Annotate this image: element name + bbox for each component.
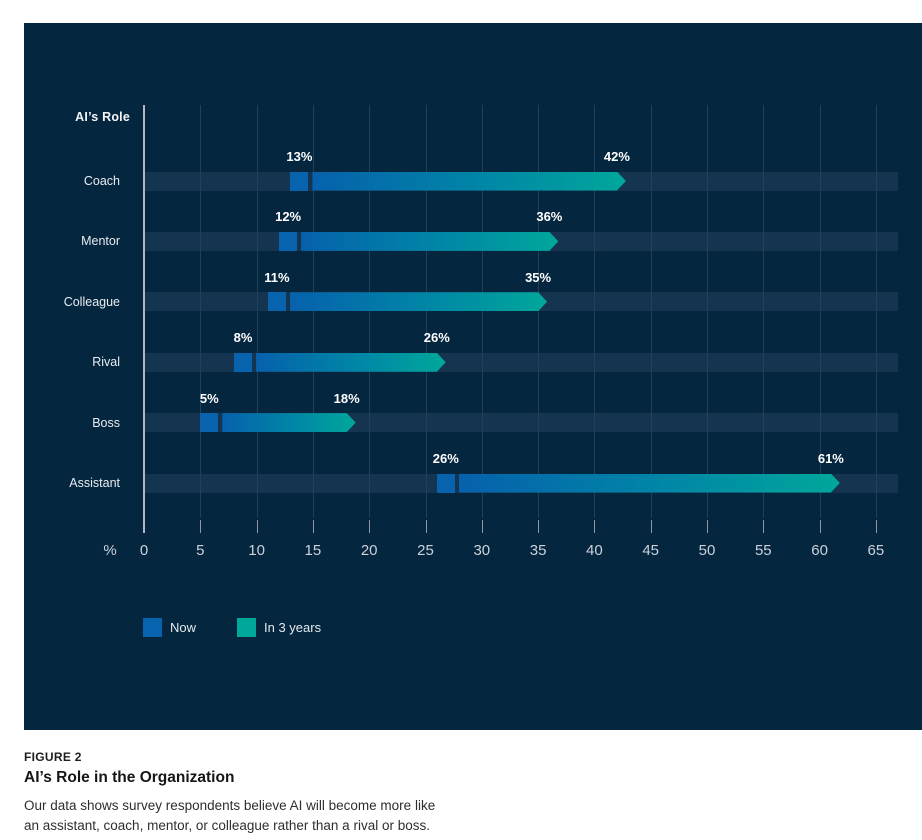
now-value-label: 8%	[233, 330, 253, 346]
future-bar	[459, 474, 840, 493]
caption-line-2: an assistant, coach, mentor, or colleagu…	[24, 818, 430, 833]
now-value-label: 12%	[275, 209, 302, 225]
gridline	[763, 105, 765, 518]
future-bar	[312, 172, 626, 191]
future-value-label: 18%	[333, 390, 360, 406]
y-axis-title: AI’s Role	[75, 110, 130, 124]
x-tick-mark	[312, 520, 314, 533]
now-marker	[234, 352, 253, 372]
gridline	[312, 105, 314, 518]
chart-panel: AI’s Role 0 5 10 15 20 25 30 35 40 45 50 55 60 65% Coa…	[24, 23, 922, 730]
x-tick-label: 0	[139, 542, 149, 559]
x-tick-mark	[875, 520, 877, 533]
gridline	[594, 105, 596, 518]
x-tick-mark	[763, 520, 765, 533]
x-tick-mark	[369, 520, 371, 533]
future-value-label: 26%	[423, 330, 450, 346]
x-tick-label: 40	[586, 542, 603, 559]
gridline	[200, 105, 202, 518]
x-tick-label: 5	[196, 542, 205, 559]
gridline	[819, 105, 821, 518]
x-tick-label: 50	[698, 542, 716, 559]
gridline	[707, 105, 708, 518]
now-marker	[436, 473, 455, 493]
x-tick-label: 10	[248, 542, 265, 559]
now-value-label: 5%	[199, 390, 219, 406]
caption-line-1: Our data shows survey respondents believ…	[24, 798, 436, 813]
gridline	[425, 105, 427, 518]
now-marker	[267, 292, 286, 312]
future-value-label: 36%	[536, 209, 563, 225]
future-value-label: 35%	[525, 269, 552, 285]
category-label: Coach	[83, 174, 120, 188]
gridline	[538, 105, 540, 518]
x-tick-label: 20	[360, 542, 378, 559]
now-value-label: 26%	[432, 451, 459, 466]
future-bar	[256, 353, 446, 372]
category-label: Colleague	[63, 294, 120, 309]
x-tick-label: 35	[529, 542, 547, 559]
now-value-label: 13%	[286, 149, 313, 164]
gridline	[256, 105, 258, 518]
x-tick-label: 30	[473, 542, 491, 559]
now-marker	[200, 413, 219, 433]
category-label: Boss	[92, 415, 120, 430]
x-tick-mark	[650, 520, 652, 533]
x-tick-label: 25	[417, 542, 434, 559]
gridline	[875, 105, 877, 518]
x-tick-mark	[481, 520, 483, 533]
future-value-label: 61%	[817, 451, 844, 466]
future-bar	[222, 413, 355, 432]
x-tick-mark	[200, 520, 202, 533]
future-value-label: 42%	[603, 149, 630, 164]
x-tick-mark	[425, 520, 427, 533]
future-bar	[290, 292, 547, 311]
now-value-label: 11%	[264, 269, 290, 285]
now-marker	[290, 171, 309, 191]
x-tick-mark	[256, 520, 258, 533]
category-label: Rival	[92, 355, 120, 370]
figure-description: Our data shows survey respondents believ…	[24, 796, 584, 836]
x-tick-label: 55	[754, 542, 772, 559]
category-label: Mentor	[81, 234, 120, 249]
figure-title: AI’s Role in the Organization	[24, 769, 235, 786]
x-tick-label: 15	[304, 542, 322, 559]
x-tick-label: 45	[642, 542, 660, 559]
x-axis-unit-label: %	[103, 542, 117, 559]
x-tick-label: 60	[811, 542, 828, 559]
now-marker	[279, 231, 298, 251]
x-tick-mark	[538, 520, 540, 533]
figure-caption: FIGURE 2 AI’s Role in the Organization O…	[24, 750, 584, 836]
x-tick-mark	[819, 520, 821, 533]
bar-chart: 0 5 10 15 20 25 30 35 40 45 50 55 60 65% Coach 13% 42% Me…	[24, 23, 922, 730]
gridline	[369, 105, 371, 518]
category-label: Assistant	[69, 476, 120, 490]
x-tick-mark	[707, 520, 708, 533]
gridline	[650, 105, 652, 518]
x-tick-mark	[594, 520, 596, 533]
gridline	[481, 105, 483, 518]
future-bar	[301, 232, 558, 251]
x-tick-label: 65	[867, 542, 885, 559]
y-axis-line	[143, 105, 145, 533]
figure-label: FIGURE 2	[24, 750, 82, 764]
